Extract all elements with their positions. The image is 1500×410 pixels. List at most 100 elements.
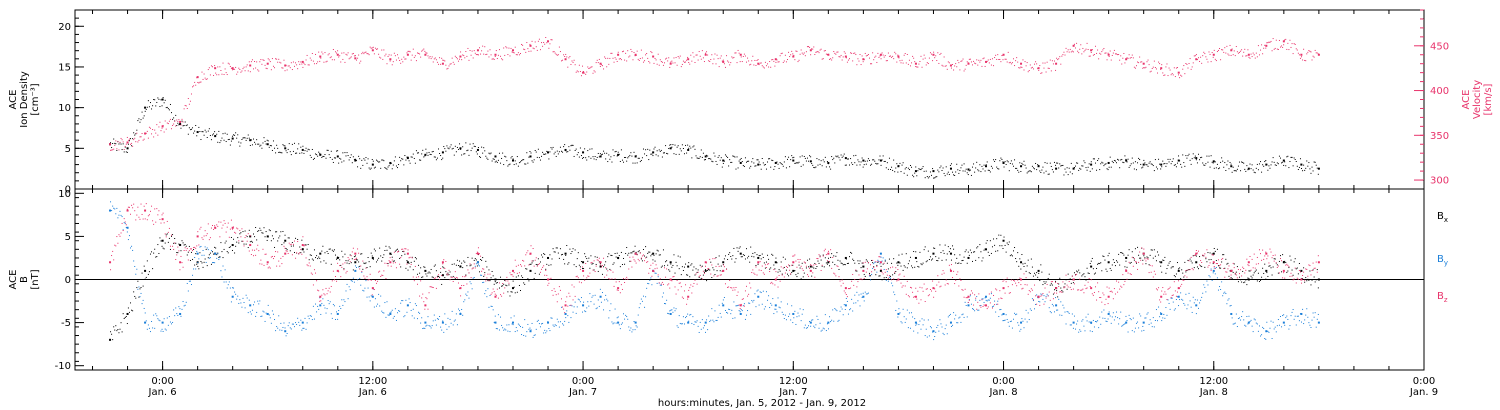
by-point [1097, 320, 1099, 322]
bx-point [316, 255, 318, 257]
velocity-point [753, 64, 755, 66]
velocity-point [926, 62, 928, 64]
density-point [354, 158, 356, 160]
by-point [1190, 306, 1192, 308]
by-point [284, 330, 287, 333]
velocity-point [1063, 51, 1065, 53]
by-point [821, 329, 823, 331]
density-point [126, 151, 128, 153]
density-point [545, 153, 547, 155]
velocity-point [697, 59, 699, 61]
by-point [897, 316, 899, 318]
density-point [998, 168, 1000, 170]
bx-point [942, 250, 944, 252]
by-point [1060, 301, 1062, 303]
density-point [1285, 165, 1287, 167]
density-point [210, 139, 212, 141]
bx-point [364, 263, 366, 265]
velocity-point [320, 57, 322, 59]
by-point [1066, 311, 1068, 313]
velocity-point [1092, 54, 1094, 56]
density-point [1132, 162, 1134, 164]
density-point [554, 151, 556, 153]
velocity-point [631, 51, 633, 53]
velocity-point [748, 60, 750, 62]
by-point [757, 289, 759, 291]
by-point [312, 305, 314, 307]
velocity-point [1148, 64, 1150, 66]
bx-point [1107, 261, 1110, 264]
velocity-point [661, 61, 663, 63]
by-point [949, 321, 952, 324]
by-point [608, 317, 610, 319]
density-point [579, 147, 581, 149]
density-point [120, 143, 122, 145]
velocity-point [911, 62, 913, 64]
density-point [1042, 166, 1044, 168]
velocity-point [272, 65, 274, 67]
density-point [1025, 167, 1027, 169]
by-point [1069, 324, 1071, 326]
by-point [459, 310, 461, 312]
velocity-point [950, 67, 952, 69]
density-point [590, 157, 592, 159]
density-point [474, 146, 476, 148]
velocity-point [759, 62, 761, 64]
by-point [227, 284, 229, 286]
bx-point [173, 242, 175, 244]
density-point [118, 143, 120, 145]
density-point [405, 159, 407, 161]
bx-point [279, 235, 281, 237]
by-point [1104, 317, 1106, 319]
by-point [779, 307, 781, 309]
by-point [450, 322, 452, 324]
by-point [904, 321, 906, 323]
by-point [758, 304, 760, 306]
by-point [134, 265, 136, 267]
bx-point [204, 258, 206, 260]
bx-point [1230, 277, 1232, 279]
velocity-point [904, 53, 906, 55]
velocity-point [940, 52, 942, 54]
velocity-point [254, 61, 256, 63]
velocity-point [863, 59, 865, 61]
by-point [965, 304, 967, 306]
bx-point [963, 256, 965, 258]
bx-point [413, 260, 415, 262]
by-point [186, 282, 188, 284]
density-point [1202, 162, 1204, 164]
density-point [1189, 159, 1191, 161]
density-point [544, 153, 546, 155]
velocity-point [406, 53, 409, 56]
velocity-point [497, 54, 499, 56]
density-point [571, 144, 573, 146]
bx-point [1003, 236, 1005, 238]
by-point [279, 329, 281, 331]
velocity-point [744, 55, 746, 57]
velocity-point [677, 56, 679, 58]
by-point [726, 311, 728, 313]
by-point [132, 249, 134, 251]
velocity-point [1199, 60, 1201, 62]
by-point [1085, 316, 1087, 318]
bx-point [844, 264, 846, 266]
velocity-point [598, 58, 600, 60]
by-point [673, 307, 675, 309]
bx-point [654, 260, 656, 262]
velocity-point [676, 64, 678, 66]
velocity-point [896, 61, 898, 63]
by-point [142, 299, 144, 301]
density-point [836, 156, 838, 158]
velocity-point [298, 61, 300, 63]
by-point [885, 279, 887, 281]
bx-point [226, 251, 228, 253]
density-point [1186, 157, 1188, 159]
bx-point [621, 264, 623, 266]
velocity-point [851, 52, 853, 54]
velocity-point [1021, 66, 1023, 68]
velocity-point [478, 47, 480, 49]
by-point [220, 270, 222, 272]
bx-point [666, 260, 668, 262]
axis-label-line: [cm⁻³] [30, 83, 41, 115]
bx-point [852, 258, 854, 260]
